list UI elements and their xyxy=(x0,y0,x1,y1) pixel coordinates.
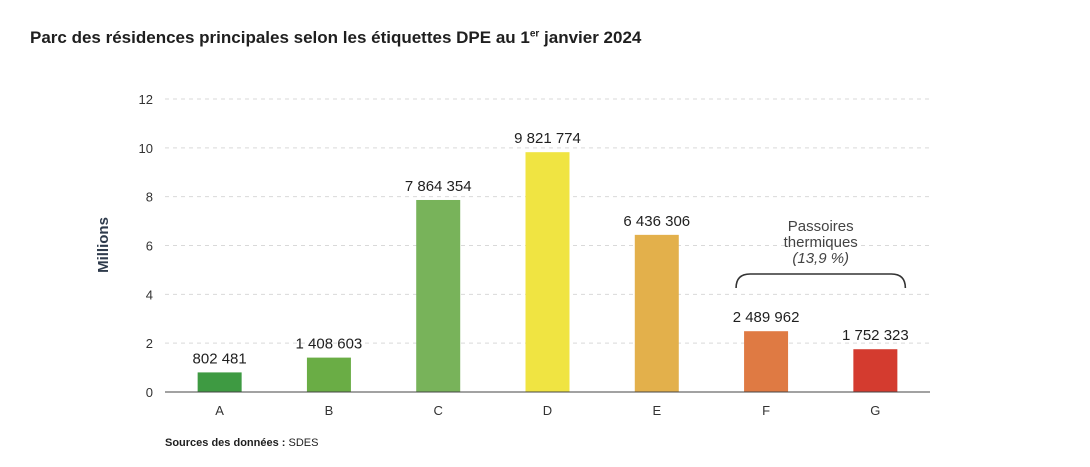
value-label-A: 802 481 xyxy=(193,350,247,367)
value-label-D: 9 821 774 xyxy=(514,130,581,147)
y-tick-label-12: 12 xyxy=(139,92,153,107)
value-label-G: 1 752 323 xyxy=(842,327,909,344)
y-tick-label-6: 6 xyxy=(146,239,153,254)
annotation-passoires: Passoires thermiques (13,9 %) xyxy=(735,218,907,289)
annotation-line-1: thermiques xyxy=(784,234,858,251)
y-tick-label-4: 4 xyxy=(146,287,153,302)
source-label: Sources des données : xyxy=(165,437,286,449)
value-label-B: 1 408 603 xyxy=(296,336,363,353)
value-label-E: 6 436 306 xyxy=(623,213,690,230)
y-axis-label: Millions xyxy=(95,217,112,273)
annotation-brace xyxy=(735,273,907,289)
x-tick-label-E: E xyxy=(652,403,661,418)
value-label-C: 7 864 354 xyxy=(405,178,472,195)
value-labels: 802 481 1 408 603 7 864 354 9 821 774 6 436 … xyxy=(193,130,909,367)
x-tick-label-A: A xyxy=(215,403,224,418)
y-tick-label-10: 10 xyxy=(139,141,153,156)
annotation-text: Passoires thermiques (13,9 %) xyxy=(784,218,858,267)
annotation-line-0: Passoires xyxy=(788,218,854,235)
source-value: SDES xyxy=(285,437,319,449)
y-axis-ticks: 0 2 4 6 8 10 12 xyxy=(139,92,153,400)
y-tick-label-0: 0 xyxy=(146,385,153,400)
bar-A xyxy=(197,372,242,392)
y-tick-label-8: 8 xyxy=(146,190,153,205)
chart-title-sup: er xyxy=(529,28,540,40)
value-label-F: 2 489 962 xyxy=(733,309,800,326)
bar-D xyxy=(525,152,570,392)
bar-C xyxy=(416,199,461,392)
chart-title: Parc des résidences principales selon le… xyxy=(30,28,641,48)
x-tick-label-C: C xyxy=(434,403,443,418)
bars xyxy=(197,152,898,392)
chart-title-main: Parc des résidences principales selon le… xyxy=(30,28,530,47)
x-tick-label-F: F xyxy=(762,403,770,418)
bar-E xyxy=(634,234,679,392)
bar-B xyxy=(306,357,351,392)
x-tick-label-G: G xyxy=(870,403,880,418)
bar-F xyxy=(744,331,789,392)
x-tick-label-B: B xyxy=(325,403,334,418)
y-tick-label-2: 2 xyxy=(146,336,153,351)
x-tick-label-D: D xyxy=(543,403,552,418)
source-note: Sources des données : SDES xyxy=(165,437,318,449)
chart-title-end: janvier 2024 xyxy=(539,28,642,47)
annotation-line-2: (13,9 %) xyxy=(792,250,849,267)
x-axis-ticks: A B C D E F G xyxy=(215,403,880,418)
bar-G xyxy=(853,349,898,392)
